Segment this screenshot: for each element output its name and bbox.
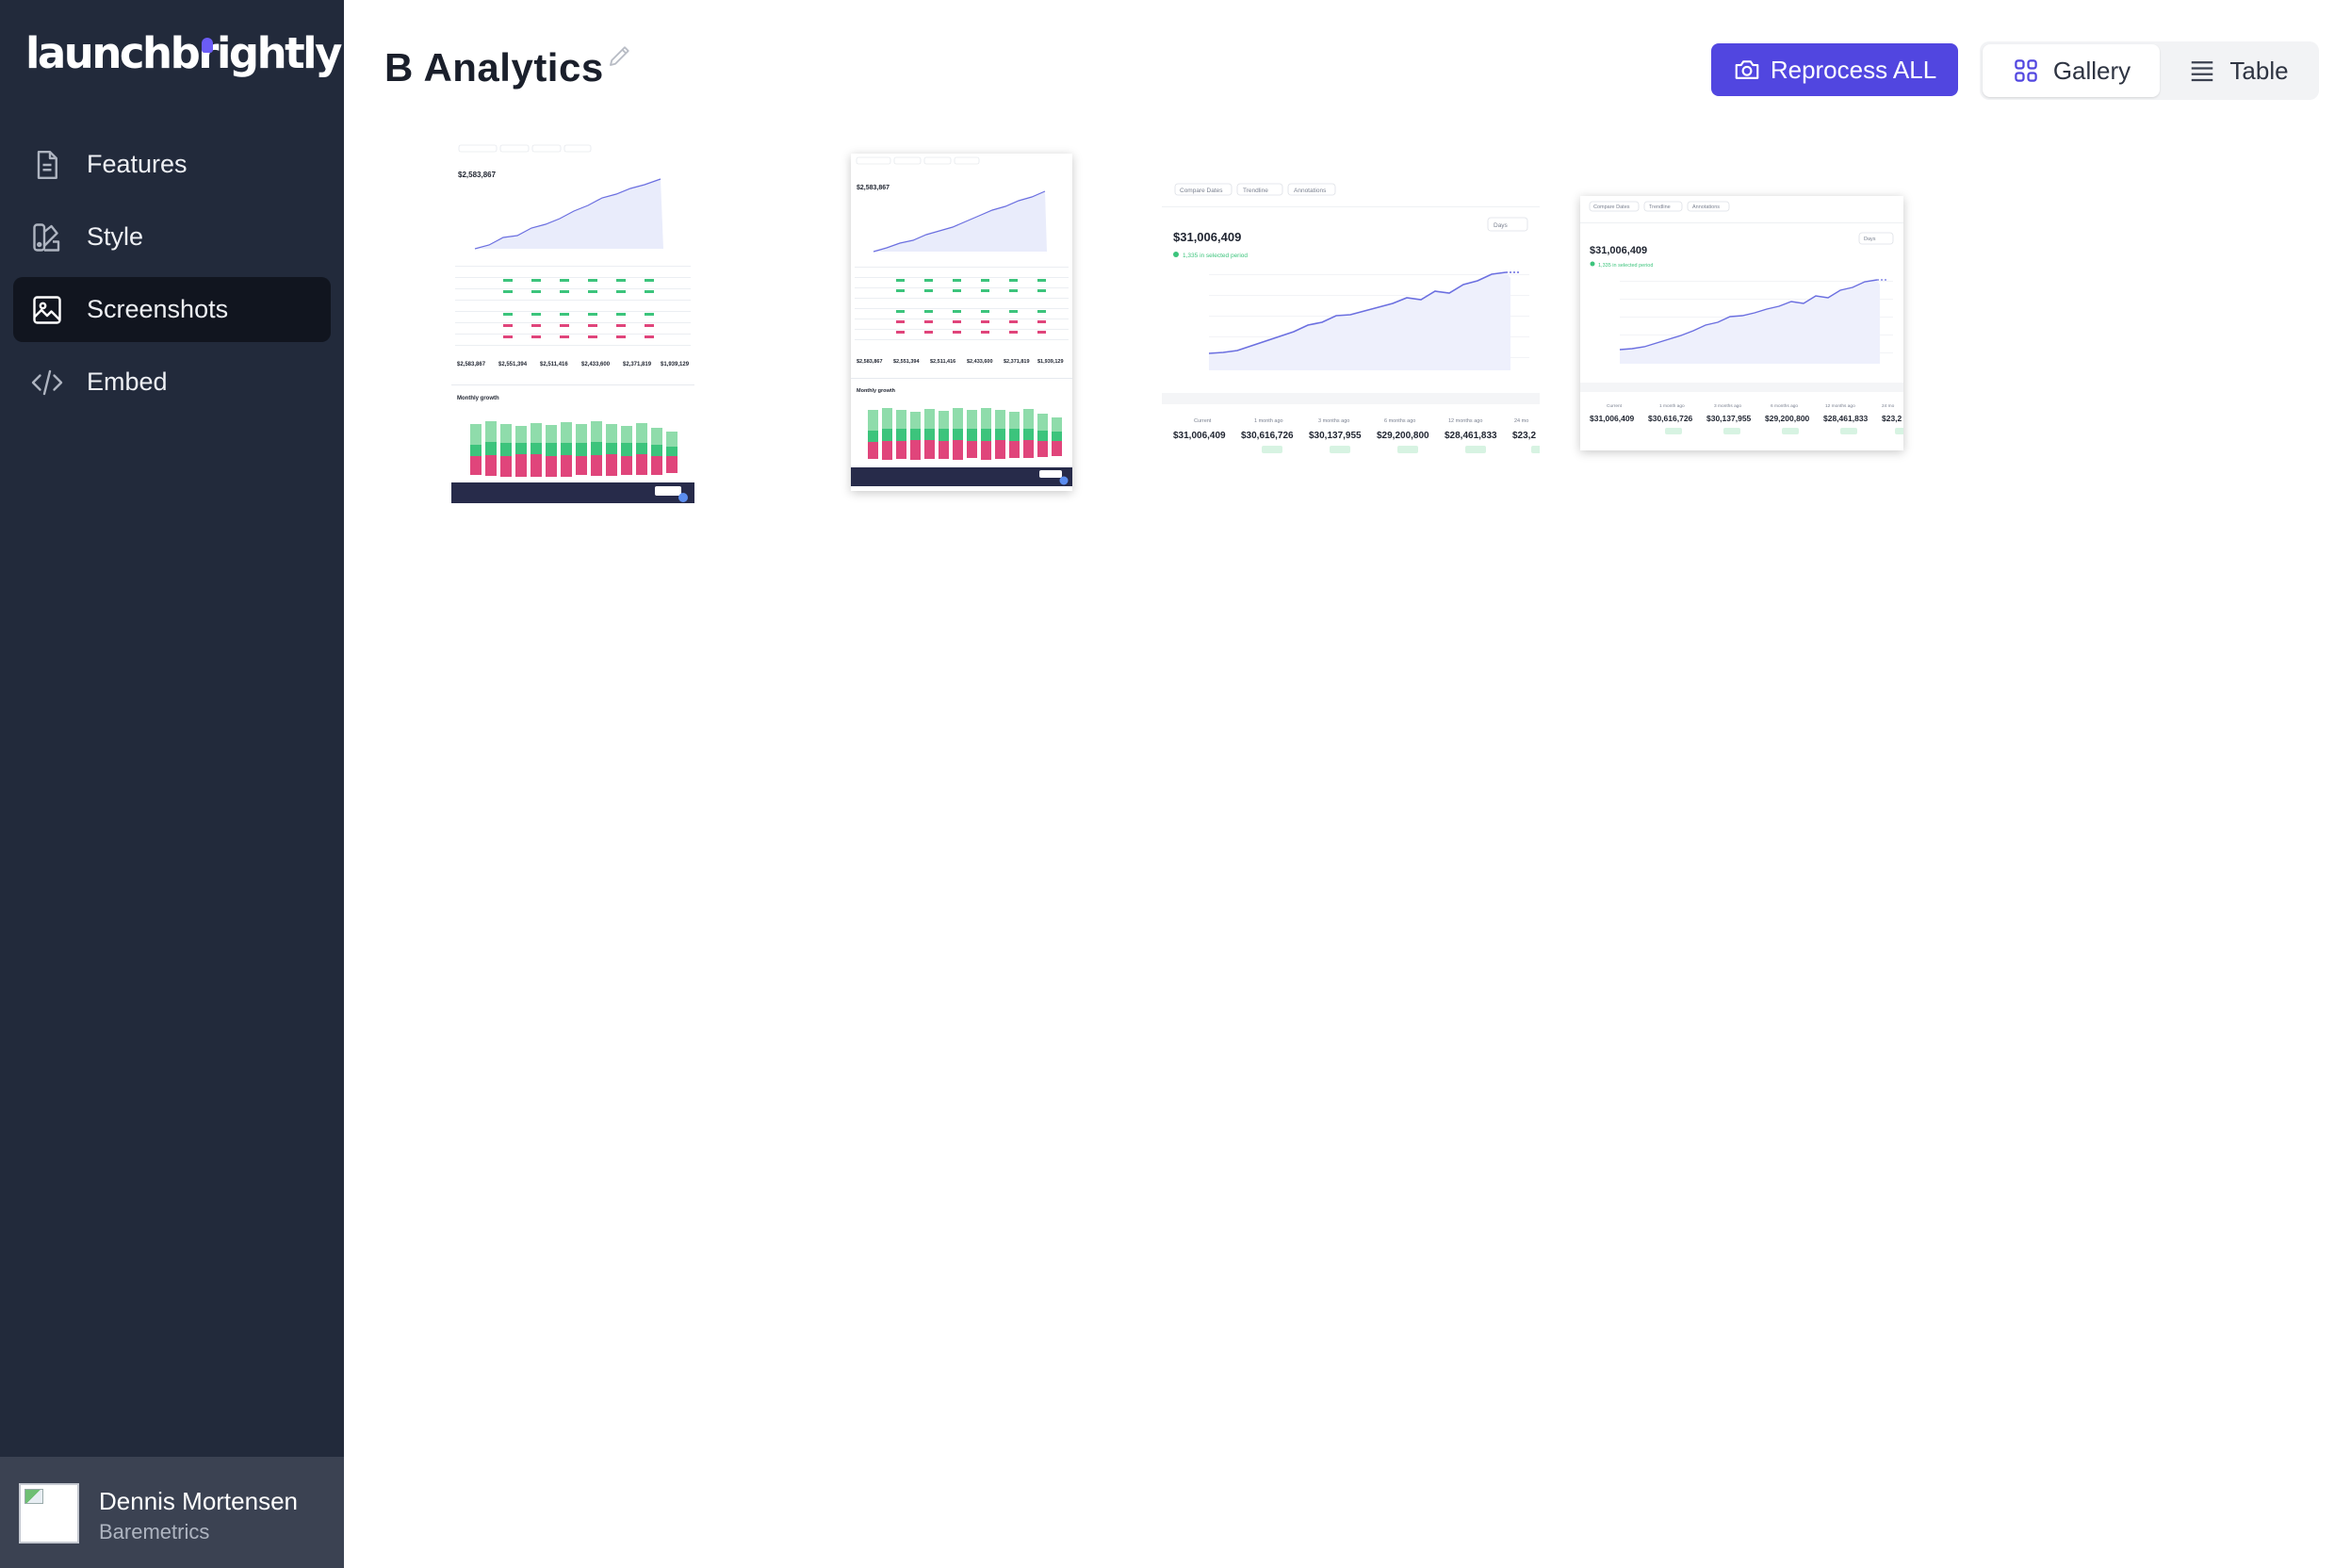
section-title: Monthly growth [457, 396, 499, 401]
comparison-value: $30,616,726 [1648, 414, 1693, 423]
comparison-label: 6 months ago [1771, 403, 1798, 409]
user-profile[interactable]: Dennis Mortensen Baremetrics [0, 1457, 344, 1568]
comparison-label: 6 months ago [1384, 418, 1415, 424]
dashboard-preview: $2,583,867 $2,583,867 $2,551,394 $2,511,… [451, 143, 694, 508]
comparison-label: 1 month ago [1254, 418, 1283, 424]
filter-label: Annotations [1294, 188, 1327, 194]
main-content: B Analytics Reprocess ALL Gallery Table … [344, 0, 2351, 1568]
screenshot-thumbnail[interactable]: $2,583,867 $2,583,867 $2,551,394 $2,511,… [451, 143, 694, 508]
gallery-label: Gallery [2052, 56, 2131, 85]
sidebar-item-embed[interactable]: Embed [13, 350, 331, 415]
summary-value: $2,551,394 [498, 362, 528, 368]
headline-note: 1,335 in selected period [1598, 263, 1653, 269]
filter-label: Compare Dates [1593, 204, 1630, 210]
dashboard-preview: $2,583,867 $2,583,867 $2,551,394 $2,511,… [851, 154, 1072, 491]
document-icon [30, 148, 64, 182]
logo-text: launchbrightly [25, 28, 342, 78]
range-label: Days [1864, 237, 1876, 242]
comparison-value: $31,006,409 [1590, 414, 1635, 423]
comparison-label: 12 months ago [1825, 403, 1855, 409]
summary-value: $1,939,129 [661, 362, 690, 368]
comparison-label: 3 months ago [1318, 418, 1349, 424]
headline-value: $31,006,409 [1590, 245, 1647, 256]
comparison-label: Current [1607, 403, 1623, 409]
screenshot-thumbnail[interactable]: $2,583,867 $2,583,867 $2,551,394 $2,511,… [851, 154, 1072, 491]
list-icon [2192, 61, 2213, 82]
section-title: Monthly growth [857, 388, 896, 394]
dashboard-preview: Compare Dates Trendline Annotations $31,… [1162, 174, 1540, 472]
summary-value: $2,433,600 [967, 359, 993, 365]
comparison-value: $31,006,409 [1173, 431, 1226, 441]
summary-value: $2,583,867 [457, 362, 486, 368]
table-label: Table [2229, 56, 2289, 85]
comparison-value: $28,461,833 [1823, 414, 1869, 423]
screenshot-thumbnail[interactable]: Compare Dates Trendline Annotations $31,… [1580, 196, 1903, 450]
sidebar-item-screenshots[interactable]: Screenshots [13, 277, 331, 342]
filter-label: Trendline [1243, 188, 1268, 194]
dashboard-preview: Compare Dates Trendline Annotations $31,… [1580, 196, 1903, 450]
user-name: Dennis Mortensen [99, 1487, 298, 1515]
summary-value: $2,583,867 [857, 359, 883, 365]
sidebar-item-label: Features [87, 150, 188, 178]
summary-value: $2,511,416 [540, 362, 568, 368]
headline-note: 1,335 in selected period [1183, 253, 1248, 259]
comparison-label: 3 months ago [1714, 403, 1741, 409]
camera-icon [1735, 60, 1759, 79]
comparison-label: 24 mo [1882, 403, 1895, 409]
sidebar-item-features[interactable]: Features [13, 132, 331, 197]
comparison-value: $23,2 [1512, 431, 1536, 441]
page-title: B Analytics [384, 45, 604, 90]
sidebar-item-label: Screenshots [87, 295, 229, 323]
comparison-value: $30,616,726 [1241, 431, 1294, 441]
flame-icon [202, 38, 213, 53]
summary-value: $2,433,600 [581, 362, 611, 368]
sidebar-item-style[interactable]: Style [13, 204, 331, 270]
comparison-label: 12 months ago [1448, 418, 1482, 424]
comparison-value: $23,2 [1882, 414, 1902, 423]
screenshot-thumbnail[interactable]: Compare Dates Trendline Annotations $31,… [1162, 174, 1540, 472]
sidebar: launchbrightly Features Style Screenshot… [0, 0, 344, 1568]
filter-label: Trendline [1649, 204, 1671, 210]
comparison-value: $29,200,800 [1765, 414, 1810, 423]
gallery-view-button[interactable]: Gallery [1983, 44, 2160, 97]
sidebar-item-label: Embed [87, 368, 168, 396]
pencil-icon[interactable] [606, 41, 634, 70]
code-icon [30, 366, 64, 400]
user-company: Baremetrics [99, 1520, 210, 1544]
headline-value: $31,006,409 [1173, 230, 1241, 244]
summary-value: $2,371,819 [623, 362, 652, 368]
launchbrightly-logo[interactable]: launchbrightly [25, 28, 342, 78]
comparison-value: $28,461,833 [1445, 431, 1497, 441]
filter-label: Annotations [1692, 204, 1720, 210]
view-toggle: Gallery Table [1980, 41, 2319, 100]
comparison-value: $29,200,800 [1377, 431, 1429, 441]
image-icon [30, 293, 64, 327]
summary-value: $2,511,416 [930, 359, 955, 365]
comparison-label: Current [1194, 418, 1212, 424]
table-view-button[interactable]: Table [2161, 44, 2316, 97]
headline-value: $2,583,867 [458, 171, 497, 179]
comparison-label: 1 month ago [1659, 403, 1685, 409]
comparison-value: $30,137,955 [1309, 431, 1362, 441]
sidebar-nav: Features Style Screenshots Embed [13, 132, 331, 422]
grid-icon [2015, 59, 2037, 82]
reprocess-label: Reprocess ALL [1770, 55, 1937, 84]
reprocess-all-button[interactable]: Reprocess ALL [1711, 43, 1958, 96]
sidebar-item-label: Style [87, 222, 144, 251]
range-label: Days [1494, 222, 1509, 229]
summary-value: $1,939,129 [1037, 359, 1064, 365]
swatch-icon [30, 220, 64, 254]
summary-value: $2,551,394 [893, 359, 920, 365]
comparison-label: 24 mo [1514, 418, 1528, 424]
comparison-value: $30,137,955 [1706, 414, 1752, 423]
summary-value: $2,371,819 [1004, 359, 1030, 365]
headline-value: $2,583,867 [857, 185, 890, 191]
avatar [19, 1483, 79, 1544]
filter-label: Compare Dates [1180, 188, 1223, 194]
